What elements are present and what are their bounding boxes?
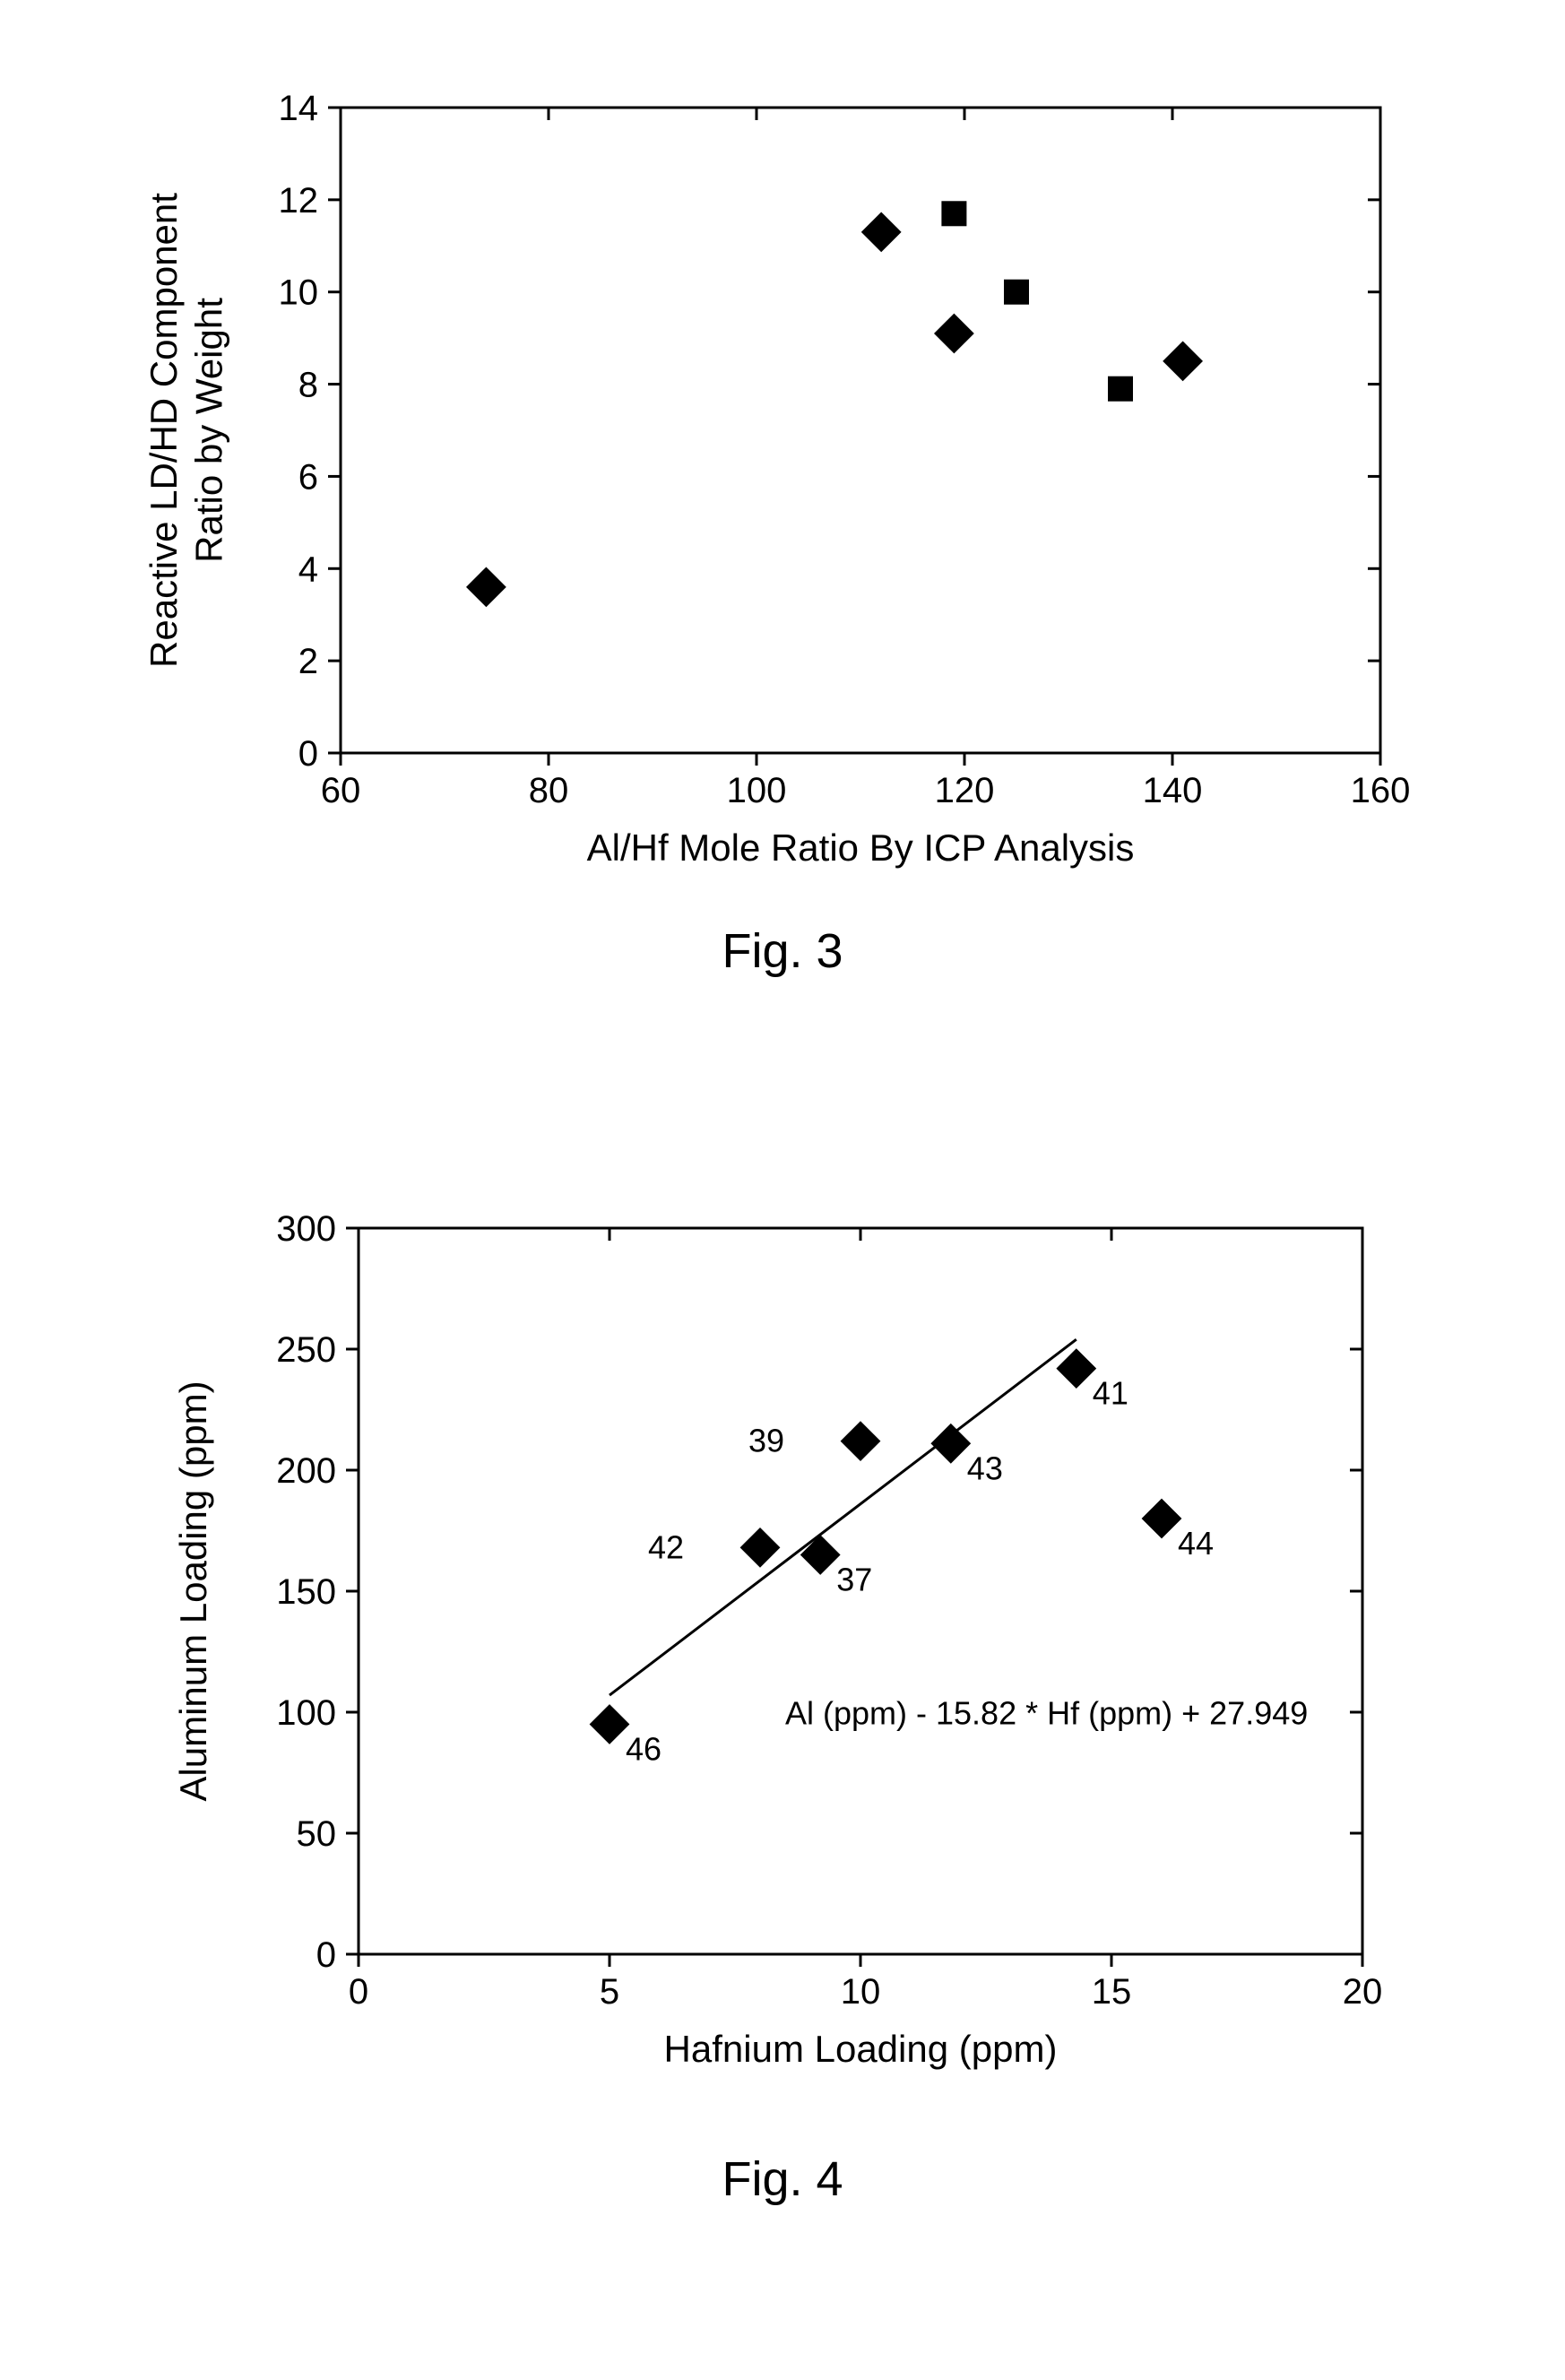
svg-text:140: 140 <box>1143 771 1203 810</box>
svg-text:8: 8 <box>298 366 318 405</box>
svg-text:150: 150 <box>276 1572 336 1612</box>
svg-text:60: 60 <box>321 771 361 810</box>
svg-text:Al/Hf Mole Ratio By ICP Analys: Al/Hf Mole Ratio By ICP Analysis <box>587 827 1135 869</box>
svg-text:12: 12 <box>279 181 319 221</box>
svg-text:10: 10 <box>841 1972 881 2012</box>
fig3-caption: Fig. 3 <box>0 923 1565 979</box>
svg-text:5: 5 <box>600 1972 619 2012</box>
svg-text:250: 250 <box>276 1330 336 1370</box>
svg-text:0: 0 <box>349 1972 368 2012</box>
svg-text:100: 100 <box>727 771 787 810</box>
page: 608010012014016002468101214Al/Hf Mole Ra… <box>0 0 1565 2380</box>
svg-text:50: 50 <box>297 1814 337 1854</box>
svg-text:42: 42 <box>648 1528 684 1565</box>
svg-text:43: 43 <box>967 1450 1003 1486</box>
svg-text:37: 37 <box>836 1562 872 1598</box>
svg-text:Aluminum Loading (ppm): Aluminum Loading (ppm) <box>172 1380 214 1801</box>
svg-text:120: 120 <box>935 771 995 810</box>
svg-text:2: 2 <box>298 642 318 681</box>
svg-text:10: 10 <box>279 273 319 313</box>
fig3-chart: 60 80 100 120 140 160 0 2 4 6 8 10 12 14 Al/Hf Mole Ra… <box>143 72 1416 878</box>
svg-text:100: 100 <box>276 1693 336 1733</box>
svg-text:0: 0 <box>298 734 318 774</box>
svg-text:6: 6 <box>298 457 318 497</box>
fig4-container: 05101520050100150200250300Hafnium Loadin… <box>143 1192 1416 2089</box>
fig3-container: 60 80 100 120 140 160 0 2 4 6 8 10 12 14 Al/Hf Mole Ra… <box>143 72 1416 878</box>
svg-text:14: 14 <box>279 89 319 128</box>
svg-text:200: 200 <box>276 1451 336 1491</box>
svg-text:46: 46 <box>626 1731 661 1768</box>
svg-text:300: 300 <box>276 1209 336 1249</box>
fig4-caption: Fig. 4 <box>0 2151 1565 2207</box>
svg-text:41: 41 <box>1093 1375 1128 1412</box>
svg-text:80: 80 <box>529 771 569 810</box>
svg-text:15: 15 <box>1092 1972 1132 2012</box>
svg-text:4: 4 <box>298 550 318 589</box>
fig4-chart: 05101520050100150200250300Hafnium Loadin… <box>143 1192 1416 2089</box>
svg-text:20: 20 <box>1343 1972 1383 2012</box>
svg-text:Hafnium Loading (ppm): Hafnium Loading (ppm) <box>664 2028 1058 2070</box>
svg-text:0: 0 <box>316 1935 336 1975</box>
svg-text:160: 160 <box>1351 771 1411 810</box>
svg-text:44: 44 <box>1178 1525 1214 1562</box>
svg-text:39: 39 <box>748 1423 784 1459</box>
svg-text:Al (ppm) - 15.82 * Hf (ppm) +: Al (ppm) - 15.82 * Hf (ppm) + 27.949 <box>785 1695 1308 1732</box>
